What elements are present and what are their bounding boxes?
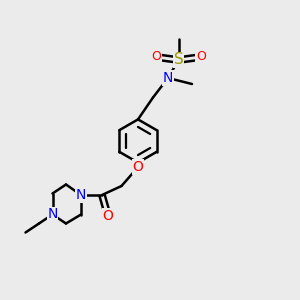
Text: O: O bbox=[103, 209, 113, 223]
Text: O: O bbox=[151, 50, 161, 64]
Text: N: N bbox=[47, 208, 58, 221]
Text: O: O bbox=[133, 160, 143, 174]
Text: S: S bbox=[174, 52, 183, 68]
Text: N: N bbox=[76, 188, 86, 202]
Text: N: N bbox=[163, 71, 173, 85]
Text: O: O bbox=[196, 50, 206, 64]
